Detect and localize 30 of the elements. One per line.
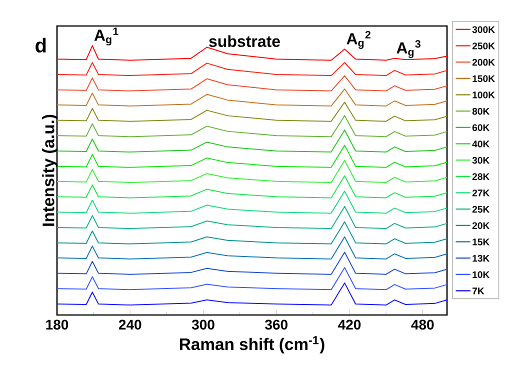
legend-label: 60K xyxy=(472,124,490,132)
text: d xyxy=(36,38,46,53)
legend-label: 28K xyxy=(472,173,490,180)
legend-label: 30K xyxy=(472,156,490,164)
legend-label: 250K xyxy=(472,42,495,50)
legend-label: 80K xyxy=(472,108,490,115)
legend-label: 300K xyxy=(472,26,495,34)
legend-label: 25K xyxy=(472,206,490,213)
y-axis-title: Intensity (a.u.) xyxy=(42,114,58,226)
annotation: substrate xyxy=(209,35,280,47)
x-tick-label: 480 xyxy=(411,320,434,330)
annotation: A$_{g}$3 xyxy=(396,40,420,58)
legend-label: 13K xyxy=(472,254,490,262)
legend-label: 40K xyxy=(472,140,490,148)
x-axis-title: Raman shift (cm$^{-1}$) xyxy=(180,336,324,354)
legend-label: 200K xyxy=(472,58,495,66)
legend-label: 150K xyxy=(472,75,495,82)
x-tick-label: 360 xyxy=(265,320,288,330)
legend-label: 7K xyxy=(472,288,484,294)
legend-label: 20K xyxy=(472,222,490,230)
x-tick-label: 240 xyxy=(118,320,142,330)
legend-label: 27K xyxy=(472,190,490,196)
legend-label: 100K xyxy=(472,92,495,98)
annotation: A$_{g}$1 xyxy=(94,28,118,46)
x-tick-label: 300 xyxy=(192,320,214,330)
x-tick-label: 420 xyxy=(338,320,361,330)
annotation: A$_{g}$2 xyxy=(346,30,370,49)
legend-label: 10K xyxy=(472,271,490,278)
x-tick-label: 180 xyxy=(46,320,68,330)
legend-label: 15K xyxy=(472,238,490,246)
